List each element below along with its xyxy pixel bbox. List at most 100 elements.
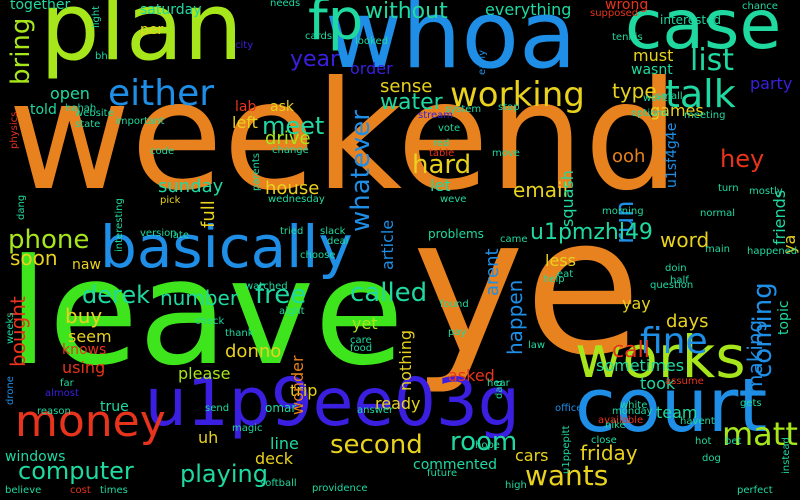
cloud-word: interesting bbox=[114, 198, 125, 252]
cloud-word: far bbox=[60, 377, 74, 389]
cloud-word: version bbox=[140, 227, 177, 239]
cloud-word: whatever bbox=[346, 110, 376, 232]
cloud-word: turn bbox=[718, 182, 739, 194]
cloud-word: assume bbox=[665, 375, 704, 387]
cloud-word: bring bbox=[6, 17, 36, 85]
cloud-word: white bbox=[620, 399, 648, 411]
cloud-word: called bbox=[350, 277, 428, 308]
cloud-word: computer bbox=[18, 457, 134, 486]
cloud-word: less bbox=[545, 251, 576, 271]
cloud-word: word bbox=[660, 227, 710, 252]
cloud-word: article bbox=[378, 219, 397, 270]
cloud-word: move bbox=[492, 147, 520, 159]
cloud-word: mostly bbox=[749, 185, 783, 197]
cloud-word: dang bbox=[16, 194, 27, 220]
cloud-word: donno bbox=[225, 340, 282, 362]
cloud-word: email bbox=[513, 177, 569, 202]
cloud-word: sunday bbox=[158, 175, 224, 197]
cloud-word: per bbox=[140, 22, 164, 39]
cloud-word: full bbox=[198, 200, 219, 228]
cloud-word: small bbox=[656, 90, 683, 102]
cloud-word: topic bbox=[776, 300, 792, 335]
cloud-word: team bbox=[656, 403, 698, 423]
cloud-word: water bbox=[380, 90, 443, 116]
cloud-word: half bbox=[670, 274, 689, 286]
cloud-word: together bbox=[10, 0, 71, 14]
cloud-word: u1ppepitt bbox=[561, 425, 572, 474]
cloud-word: law bbox=[528, 339, 546, 351]
cloud-word: code bbox=[150, 145, 175, 157]
cloud-word: leave bbox=[8, 228, 405, 399]
cloud-word: problems bbox=[428, 226, 484, 241]
cloud-word: let bbox=[430, 176, 451, 196]
cloud-word: table bbox=[429, 147, 455, 159]
cloud-word: seem bbox=[68, 327, 112, 347]
cloud-word: windows bbox=[5, 449, 66, 466]
cloud-word: gets bbox=[740, 397, 762, 409]
cloud-word: thank bbox=[225, 327, 254, 339]
cloud-word: u1p9ee03g bbox=[145, 364, 520, 442]
cloud-word: help bbox=[543, 273, 565, 285]
cloud-word: looked bbox=[355, 35, 388, 47]
cloud-word: buy bbox=[65, 303, 103, 328]
cloud-word: care bbox=[350, 334, 372, 346]
cloud-word: change bbox=[272, 144, 309, 156]
cloud-word: nothing bbox=[396, 329, 415, 391]
cloud-word: needs bbox=[270, 0, 301, 9]
cloud-word: asked bbox=[448, 366, 495, 386]
cloud-word: either bbox=[108, 72, 215, 114]
cloud-word: early bbox=[477, 49, 488, 75]
cloud-word: dad bbox=[494, 380, 505, 399]
cloud-word: weve bbox=[440, 193, 467, 205]
cloud-word: wont bbox=[643, 92, 668, 104]
cloud-word: magic bbox=[232, 422, 263, 434]
cloud-word: u1pmzhl49 bbox=[530, 220, 653, 246]
cloud-word: friday bbox=[580, 440, 638, 465]
cloud-word: hike bbox=[605, 419, 626, 431]
cloud-word: derek bbox=[82, 281, 151, 310]
cloud-word: call bbox=[612, 338, 650, 364]
cloud-word: line bbox=[270, 434, 299, 454]
cloud-word: hot bbox=[695, 435, 712, 447]
cloud-word: havent bbox=[680, 415, 715, 427]
cloud-word: pay bbox=[448, 326, 467, 338]
cloud-word: slack bbox=[320, 225, 346, 237]
cloud-word: playing bbox=[180, 460, 268, 489]
cloud-word: morning bbox=[602, 205, 644, 217]
cloud-word: took bbox=[640, 374, 676, 394]
cloud-word: drone bbox=[5, 376, 16, 405]
cloud-word: whoa bbox=[325, 0, 577, 90]
cloud-word: squash bbox=[558, 170, 577, 227]
cloud-word: commented bbox=[413, 457, 498, 474]
cloud-word: choose bbox=[300, 249, 336, 261]
cloud-word: instead bbox=[781, 437, 792, 474]
cloud-word: second bbox=[330, 429, 423, 460]
cloud-word: arent bbox=[482, 248, 503, 296]
cloud-word: plan bbox=[40, 0, 243, 82]
cloud-word: found bbox=[440, 298, 469, 310]
cloud-word: hey bbox=[720, 145, 765, 174]
cloud-word: games bbox=[650, 101, 704, 121]
cloud-word: close bbox=[591, 434, 617, 446]
cloud-word: ooh bbox=[612, 145, 646, 167]
cloud-word: interested bbox=[660, 12, 722, 27]
cloud-word: house bbox=[265, 177, 320, 199]
cloud-word: making bbox=[743, 319, 767, 394]
cloud-word: pick bbox=[160, 194, 181, 206]
cloud-word: answer bbox=[357, 404, 394, 416]
cloud-word: wants bbox=[525, 458, 609, 492]
cloud-word: free bbox=[255, 279, 307, 310]
cloud-word: tennis bbox=[612, 31, 643, 43]
cloud-word: fp bbox=[308, 0, 364, 54]
cloud-word: type bbox=[612, 78, 657, 103]
cloud-word: trip bbox=[290, 381, 318, 401]
cloud-word: told bbox=[30, 102, 57, 119]
cloud-word: future bbox=[427, 467, 458, 479]
cloud-word: order bbox=[350, 59, 393, 79]
cloud-word: supposed bbox=[590, 7, 639, 19]
cloud-word: stop bbox=[498, 101, 520, 113]
cloud-word: parents bbox=[251, 153, 262, 191]
cloud-word: wrong bbox=[605, 0, 649, 14]
cloud-word: stream bbox=[418, 109, 454, 121]
